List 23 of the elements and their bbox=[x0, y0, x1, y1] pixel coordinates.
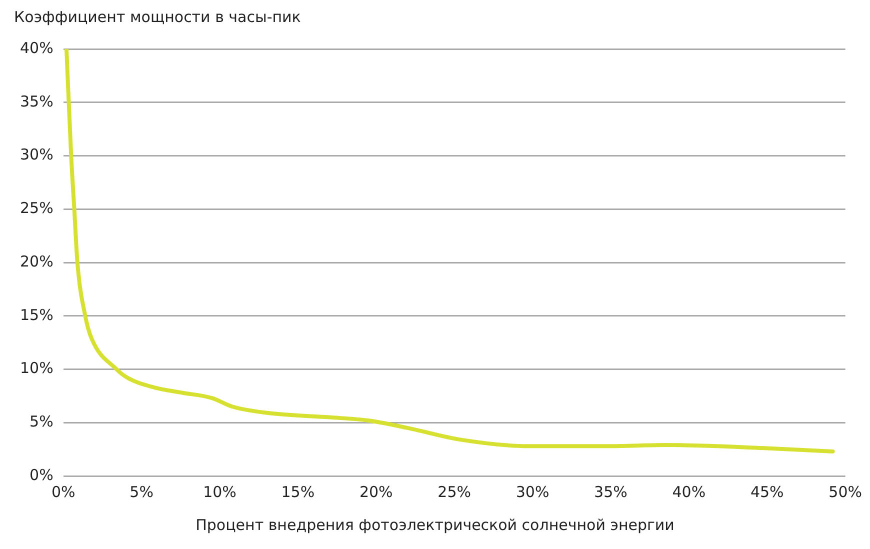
x-tick-label: 30% bbox=[516, 482, 550, 501]
line-series bbox=[64, 49, 835, 454]
x-tick-label: 25% bbox=[438, 482, 472, 501]
y-axis-title: Коэффициент мощности в часы-пик bbox=[14, 8, 301, 26]
x-tick-label: 5% bbox=[130, 482, 154, 501]
x-tick-label: 50% bbox=[828, 482, 862, 501]
y-tick-label: 5% bbox=[30, 412, 54, 431]
x-tick-label: 45% bbox=[750, 482, 784, 501]
y-tick-label: 30% bbox=[20, 146, 54, 164]
y-tick-label: 40% bbox=[20, 38, 54, 57]
x-tick-label: 10% bbox=[203, 482, 236, 501]
y-tick-label: 0% bbox=[30, 466, 54, 484]
y-tick-label: 10% bbox=[20, 359, 54, 378]
x-tick-label: 35% bbox=[594, 482, 628, 501]
y-tick-label: 15% bbox=[20, 306, 54, 324]
y-tick-label: 35% bbox=[20, 92, 54, 110]
x-tick-label: 15% bbox=[281, 482, 315, 501]
x-tick-label: 40% bbox=[672, 482, 706, 501]
y-tick-label: 25% bbox=[20, 199, 54, 218]
y-tick-label: 20% bbox=[20, 252, 54, 270]
x-tick-label: 20% bbox=[359, 482, 393, 501]
x-tick-label: 0% bbox=[51, 482, 76, 501]
x-axis-title: Процент внедрения фотоэлектрической солнечной энергии bbox=[194, 516, 676, 534]
